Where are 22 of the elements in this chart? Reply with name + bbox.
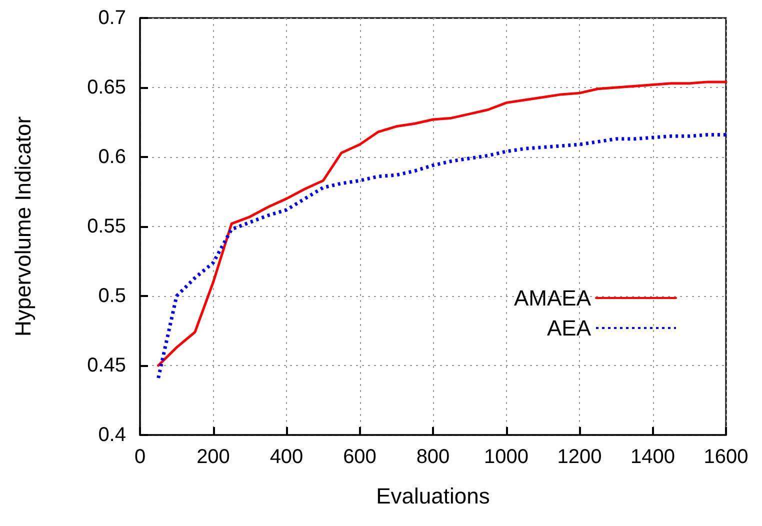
x-tick-label: 1600 — [704, 446, 748, 468]
y-tick-label: 0.45 — [87, 354, 126, 376]
y-tick-label: 0.5 — [98, 285, 126, 307]
legend-label: AEA — [546, 316, 592, 340]
y-axis-title: Hypervolume Indicator — [10, 116, 36, 337]
y-tick-label: 0.55 — [87, 216, 126, 238]
line-series — [157, 80, 728, 367]
y-tick-label: 0.4 — [98, 424, 126, 446]
x-tick-label: 1000 — [484, 446, 528, 468]
y-tick-label: 0.65 — [87, 76, 126, 98]
x-tick-label: 1200 — [557, 446, 602, 468]
x-tick-label: 400 — [270, 446, 304, 468]
x-tick-label: 200 — [196, 446, 230, 468]
legend-label: AMAEA — [514, 286, 592, 310]
x-axis-title: Evaluations — [376, 484, 490, 508]
x-tick-label: 1400 — [630, 446, 675, 468]
x-tick-label: 800 — [416, 446, 450, 468]
x-tick-label: 600 — [343, 446, 376, 468]
line-series — [156, 133, 728, 380]
y-tick-label: 0.7 — [98, 7, 126, 29]
x-tick-label: 0 — [134, 446, 146, 468]
y-tick-label: 0.6 — [98, 146, 126, 168]
